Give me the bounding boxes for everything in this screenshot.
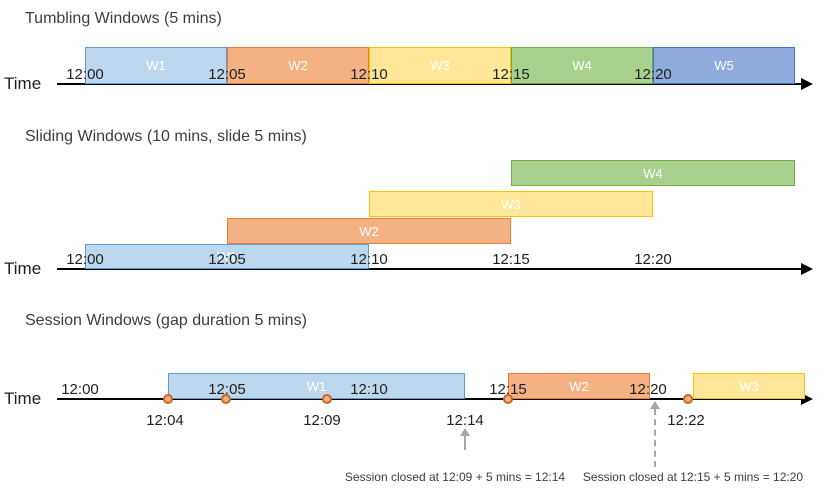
sliding-tick-1210: 12:10: [350, 251, 388, 268]
tumbling-tick-1205: 12:05: [208, 66, 246, 83]
session-window-w3: W3: [693, 373, 805, 399]
event-label-1204: 12:04: [146, 412, 184, 429]
tumbling-tick-1220: 12:20: [634, 66, 672, 83]
session-timeline: [57, 398, 805, 400]
session-window-w2-label: W2: [569, 378, 589, 394]
tumbling-tick-1210: 12:10: [350, 66, 388, 83]
tumbling-window-w4-label: W4: [572, 58, 592, 73]
session-tick-1220: 12:20: [629, 381, 667, 398]
event-dot-1222: [683, 394, 693, 404]
session-time-label: Time: [4, 389, 42, 408]
sliding-tick-1205: 12:05: [208, 251, 246, 268]
tumbling-window-w5-label: W5: [714, 58, 734, 73]
sliding-tick-1215: 12:15: [492, 251, 530, 268]
event-label-1214: 12:14: [446, 412, 484, 429]
event-dot-1206: [221, 394, 231, 404]
session-tick-1215: 12:15: [489, 381, 527, 398]
tumbling-window-w3-label: W3: [430, 58, 450, 73]
session-annotation-2: Session closed at 12:15 + 5 mins = 12:20: [582, 470, 804, 484]
session-title: Session Windows (gap duration 5 mins): [25, 312, 307, 329]
tumbling-title: Tumbling Windows (5 mins): [25, 10, 222, 27]
tumbling-time-label: Time: [4, 74, 42, 93]
session-tick-1200: 12:00: [61, 381, 99, 398]
tumbling-window-w4: W4: [511, 47, 653, 84]
tumbling-window-w2: W2: [227, 47, 369, 84]
session-window-w1: W1: [168, 373, 465, 399]
sliding-window-w2: W2: [227, 218, 511, 244]
session-close-arrow-1-icon: [460, 428, 470, 436]
session-window-w2: W2: [508, 373, 650, 399]
event-dot-1215: [503, 394, 513, 404]
tumbling-tick-1215: 12:15: [492, 66, 530, 83]
event-label-1209: 12:09: [303, 412, 341, 429]
session-close-arrow-2-stem: [654, 409, 656, 467]
tumbling-tick-1200: 12:00: [66, 66, 104, 83]
event-dot-1204: [163, 394, 173, 404]
event-dot-1209: [322, 394, 332, 404]
sliding-timeline-arrowhead: [801, 263, 813, 275]
event-label-1222: 12:22: [667, 412, 705, 429]
session-close-arrow-2-icon: [650, 401, 660, 409]
tumbling-window-w1-label: W1: [146, 58, 166, 73]
sliding-window-w1: W1: [85, 244, 369, 269]
sliding-title: Sliding Windows (10 mins, slide 5 mins): [25, 128, 307, 145]
tumbling-timeline-arrowhead: [801, 78, 813, 90]
session-tick-1210: 12:10: [350, 381, 388, 398]
sliding-window-w2-label: W2: [359, 223, 379, 239]
sliding-window-w4-label: W4: [643, 165, 663, 181]
session-close-arrow-1-stem: [464, 436, 466, 450]
session-annotation-1: Session closed at 12:09 + 5 mins = 12:14: [344, 470, 566, 484]
sliding-window-w3-label: W3: [501, 196, 521, 212]
sliding-tick-1220: 12:20: [634, 251, 672, 268]
sliding-time-label: Time: [4, 259, 42, 278]
session-window-w1-label: W1: [306, 378, 327, 394]
tumbling-timeline: [57, 83, 805, 85]
session-tick-1205: 12:05: [208, 381, 246, 398]
sliding-tick-1200: 12:00: [66, 251, 104, 268]
tumbling-window-w2-label: W2: [288, 58, 308, 73]
session-window-w3-label: W3: [739, 378, 759, 394]
tumbling-window-w3: W3: [369, 47, 511, 84]
tumbling-window-w5: W5: [653, 47, 795, 84]
sliding-timeline: [57, 268, 805, 270]
tumbling-window-w1: W1: [85, 47, 227, 84]
sliding-window-w4: W4: [511, 160, 795, 186]
sliding-window-w3: W3: [369, 191, 653, 217]
sliding-window-w1-label: W1: [217, 249, 237, 264]
